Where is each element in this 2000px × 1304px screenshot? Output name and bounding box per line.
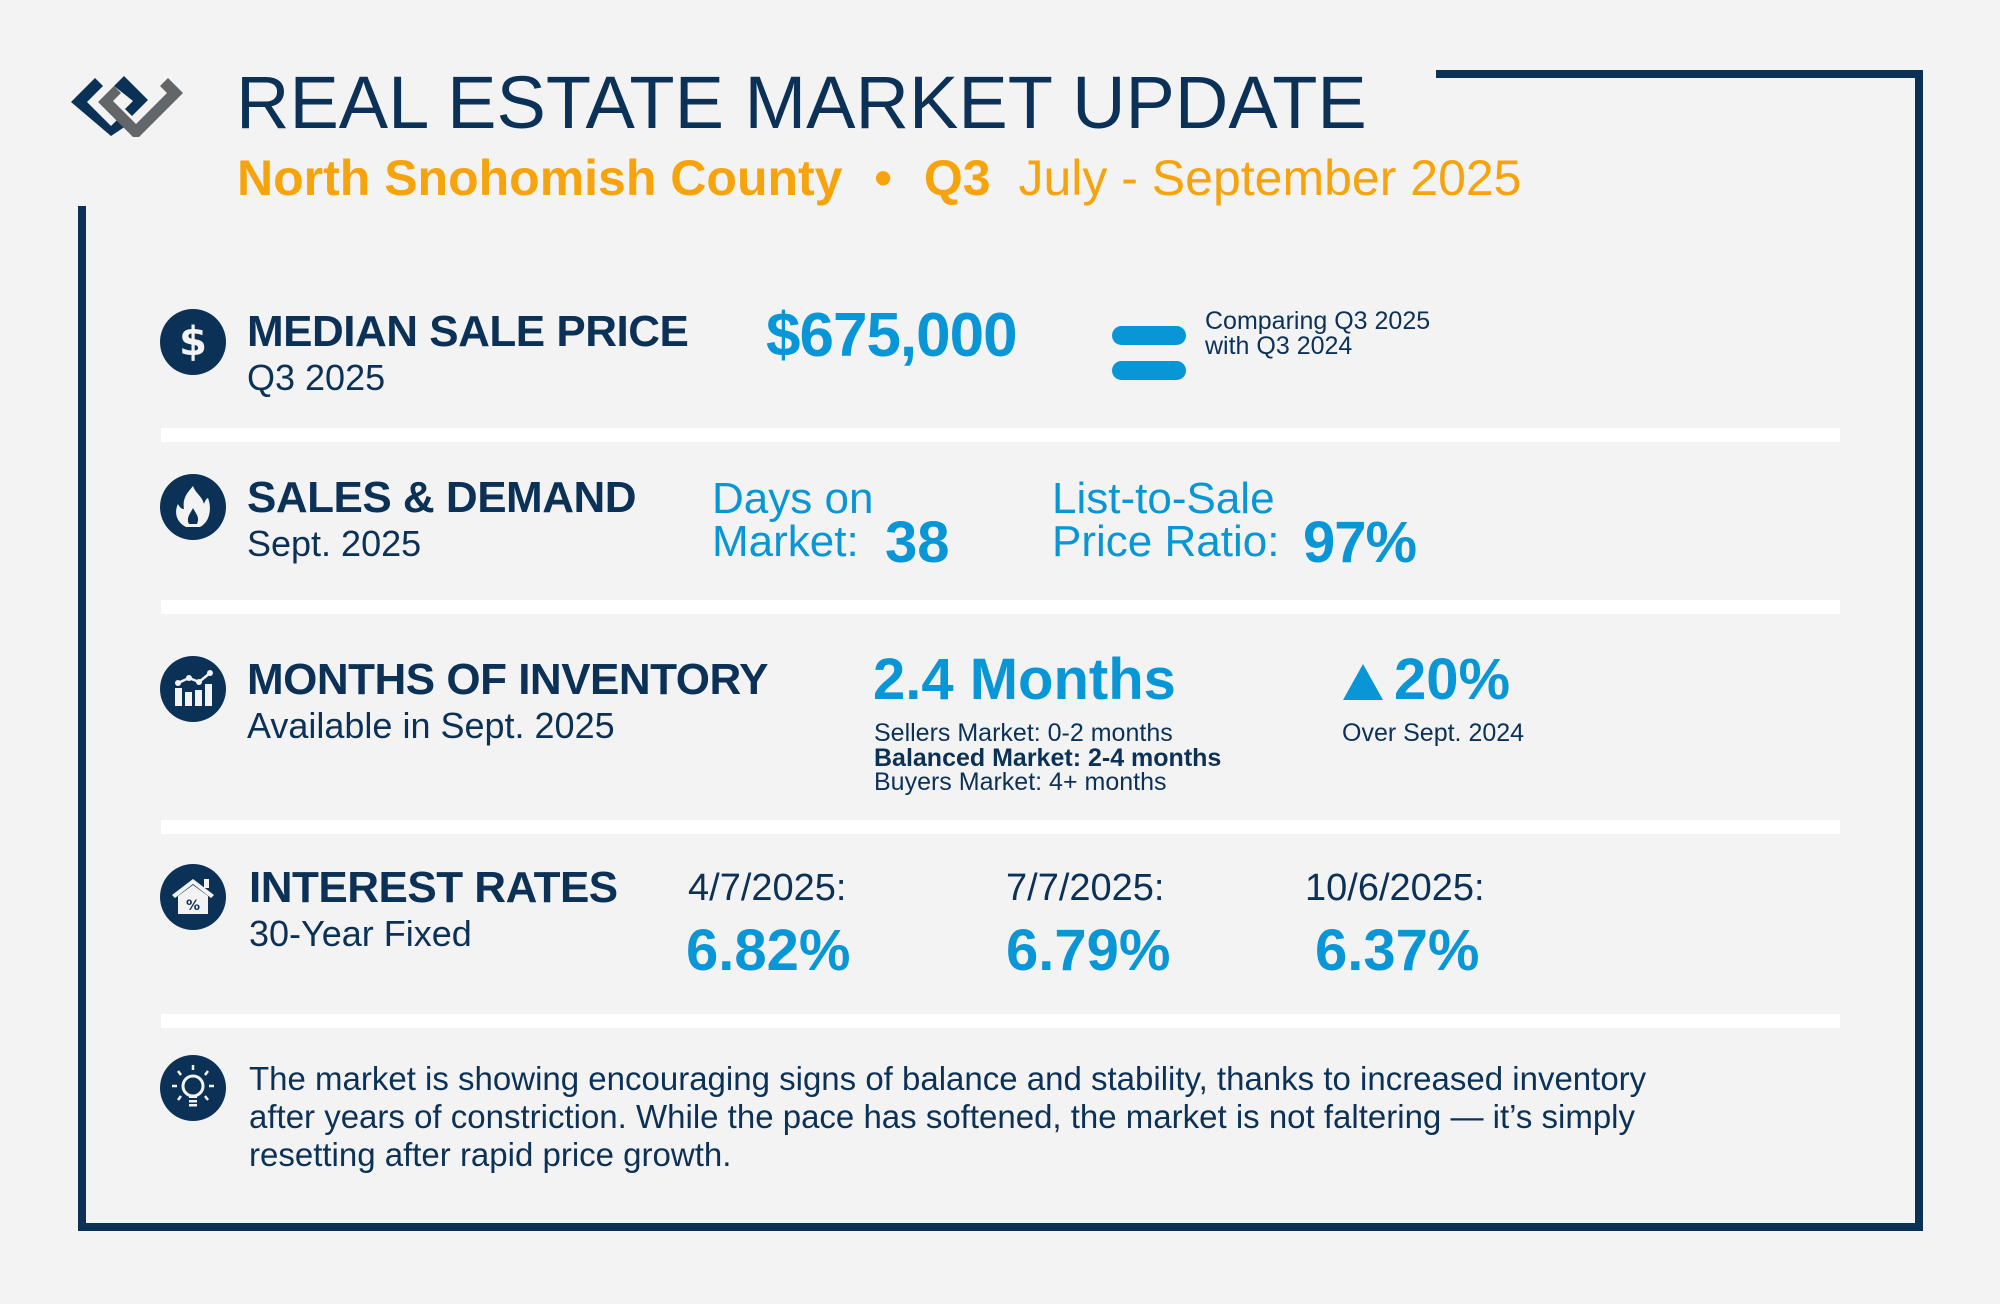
frame-bottom-border xyxy=(78,1223,1923,1231)
rate-value-3: 6.37% xyxy=(1315,918,1480,983)
median-sale-price-value: $675,000 xyxy=(766,301,1018,370)
comparison-line-1: Comparing Q3 2025 xyxy=(1205,307,1431,335)
days-on-market-label-1: Days on xyxy=(712,474,874,523)
comparison-line-2: with Q3 2024 xyxy=(1205,332,1353,360)
triangle-up-icon xyxy=(1343,664,1383,700)
page-title: REAL ESTATE MARKET UPDATE xyxy=(236,61,1367,144)
lightbulb-icon xyxy=(160,1055,226,1121)
section-divider xyxy=(161,1014,1840,1028)
days-on-market-value: 38 xyxy=(885,510,950,575)
rate-date-3: 10/6/2025: xyxy=(1305,867,1485,909)
section-divider xyxy=(161,820,1840,834)
period-label: July - September 2025 xyxy=(1018,150,1522,206)
median-sale-price-title: MEDIAN SALE PRICE xyxy=(247,307,689,356)
market-legend-sellers: Sellers Market: 0-2 months xyxy=(874,719,1173,747)
list-to-sale-label-2: Price Ratio: xyxy=(1052,517,1280,566)
rate-value-1: 6.82% xyxy=(686,918,851,983)
inventory-change-caption: Over Sept. 2024 xyxy=(1342,719,1525,747)
region-name: North Snohomish County xyxy=(237,150,843,206)
insight-line-1: The market is showing encouraging signs … xyxy=(249,1060,1647,1097)
svg-text:%: % xyxy=(186,898,200,914)
frame-left-border xyxy=(78,206,86,1231)
frame-top-border xyxy=(1436,70,1923,78)
dollar-icon: $ xyxy=(160,309,226,375)
inventory-change-value: 20% xyxy=(1394,647,1511,712)
brand-logo-icon xyxy=(70,67,194,140)
section-divider xyxy=(161,428,1840,442)
rate-date-1: 4/7/2025: xyxy=(688,867,847,909)
median-sale-price-subtitle: Q3 2025 xyxy=(247,357,386,398)
days-on-market-label-2: Market: xyxy=(712,517,859,566)
list-to-sale-label-1: List-to-Sale xyxy=(1052,474,1275,523)
bullet-separator: • xyxy=(874,150,892,206)
months-inventory-value: 2.4 Months xyxy=(873,647,1176,712)
interest-rates-title: INTEREST RATES xyxy=(249,863,618,912)
market-legend-balanced: Balanced Market: 2-4 months xyxy=(874,744,1222,772)
rate-value-2: 6.79% xyxy=(1006,918,1171,983)
quarter-label: Q3 xyxy=(923,150,991,206)
months-inventory-subtitle: Available in Sept. 2025 xyxy=(247,705,615,746)
house-percent-icon: % xyxy=(160,864,226,930)
market-legend-buyers: Buyers Market: 4+ months xyxy=(874,768,1167,796)
insight-text: The market is showing encouraging signs … xyxy=(249,1060,1646,1174)
sales-demand-title: SALES & DEMAND xyxy=(247,473,637,522)
page-subtitle: North Snohomish County • Q3 July - Septe… xyxy=(237,150,1522,206)
interest-rates-subtitle: 30-Year Fixed xyxy=(249,913,472,954)
equals-icon xyxy=(1112,326,1186,382)
chart-growth-icon xyxy=(160,656,226,722)
insight-line-3: resetting after rapid price growth. xyxy=(249,1136,732,1173)
insight-line-2: after years of constriction. While the p… xyxy=(249,1098,1636,1135)
flame-icon xyxy=(160,474,226,540)
list-to-sale-value: 97% xyxy=(1303,510,1417,575)
months-inventory-title: MONTHS OF INVENTORY xyxy=(247,655,768,704)
section-divider xyxy=(161,600,1840,614)
frame-right-border xyxy=(1915,70,1923,1231)
svg-text:$: $ xyxy=(179,319,207,365)
sales-demand-subtitle: Sept. 2025 xyxy=(247,523,422,564)
rate-date-2: 7/7/2025: xyxy=(1006,867,1165,909)
